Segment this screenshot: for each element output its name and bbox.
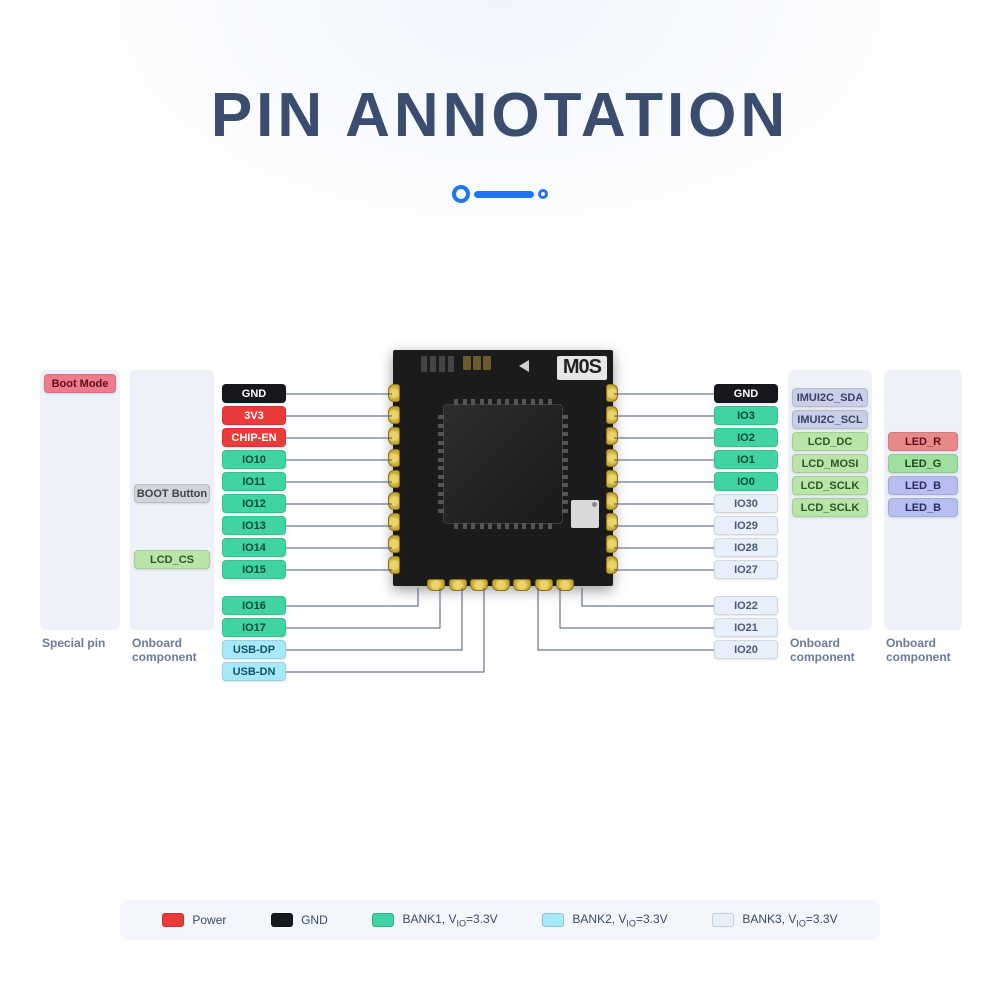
pin-label: IO27	[714, 560, 778, 579]
pin-label: CHIP-EN	[222, 428, 286, 447]
pin-label: IO13	[222, 516, 286, 535]
pin-label: IO30	[714, 494, 778, 513]
pin-label: IO10	[222, 450, 286, 469]
pin-label: IMUI2C_SDA	[792, 388, 868, 407]
pin-label: IO16	[222, 596, 286, 615]
pin-label: IO11	[222, 472, 286, 491]
page-title: PIN ANNOTATION	[0, 80, 1000, 151]
pin-label: IMUI2C_SCL	[792, 410, 868, 429]
pin-label: LCD_CS	[134, 550, 210, 569]
pin-label: LCD_MOSI	[792, 454, 868, 473]
pin-label: GND	[222, 384, 286, 403]
pin-label: 3V3	[222, 406, 286, 425]
pin-label: LCD_DC	[792, 432, 868, 451]
pin-label: IO28	[714, 538, 778, 557]
pin-label: IO29	[714, 516, 778, 535]
pin-label: GND	[714, 384, 778, 403]
legend-item: BANK2, VIO=3.3V	[542, 912, 667, 928]
pin-label: IO2	[714, 428, 778, 447]
pin-label: IO0	[714, 472, 778, 491]
pin-label: IO12	[222, 494, 286, 513]
pin-label: LED_R	[888, 432, 958, 451]
pin-label: IO15	[222, 560, 286, 579]
pin-label: LED_B	[888, 476, 958, 495]
pin-label: IO1	[714, 450, 778, 469]
legend-item: BANK1, VIO=3.3V	[372, 912, 497, 928]
pin-label: LED_G	[888, 454, 958, 473]
pin-label: IO21	[714, 618, 778, 637]
pin-label: LED_B	[888, 498, 958, 517]
legend-item: GND	[271, 913, 328, 927]
pin-label: Boot Mode	[44, 374, 116, 393]
diagram: M0S Boot ModeSpecial pinBOOT ButtonLCD_C…	[0, 370, 1000, 740]
pin-label: LCD_SCLK	[792, 476, 868, 495]
legend: Power GND BANK1, VIO=3.3V BANK2, VIO=3.3V BA…	[120, 900, 880, 940]
legend-item: BANK3, VIO=3.3V	[712, 912, 837, 928]
pin-label: IO20	[714, 640, 778, 659]
divider-icon	[452, 185, 548, 203]
pin-label: IO14	[222, 538, 286, 557]
pin-label: USB-DP	[222, 640, 286, 659]
pin-label: BOOT Button	[134, 484, 210, 503]
pin-label: USB-DN	[222, 662, 286, 681]
pin-label: IO17	[222, 618, 286, 637]
pin-label: LCD_SCLK	[792, 498, 868, 517]
pin-label: IO22	[714, 596, 778, 615]
pin-label: IO3	[714, 406, 778, 425]
legend-item: Power	[162, 913, 226, 927]
